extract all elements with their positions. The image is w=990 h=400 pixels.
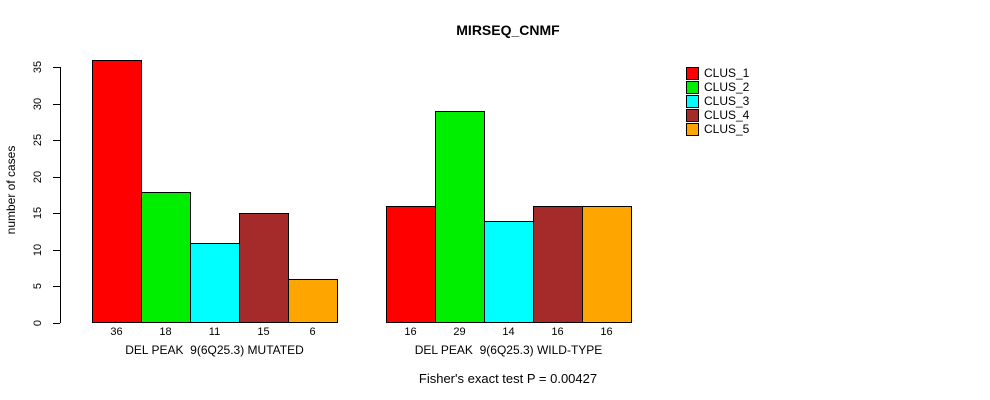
bar-value-label: 16 — [600, 326, 613, 338]
bar-clus_5-group2 — [582, 206, 632, 323]
bar-clus_4-group2 — [533, 206, 583, 323]
y-tick — [53, 176, 60, 178]
y-tick-label: 10 — [32, 243, 44, 257]
legend-item-clus_4: CLUS_4 — [686, 109, 749, 122]
bar-value-label: 16 — [404, 326, 417, 338]
y-tick-label: 0 — [32, 319, 44, 327]
stat-annotation: Fisher's exact test P = 0.00427 — [418, 371, 598, 386]
y-axis-label: number of cases — [4, 145, 18, 235]
y-tick — [53, 67, 60, 69]
y-tick — [53, 286, 60, 288]
y-tick-label: 30 — [32, 97, 44, 110]
group-label: DEL PEAK 9(6Q25.3) MUTATED — [125, 343, 304, 357]
bar-clus_3-group1 — [190, 242, 240, 323]
legend-swatch-icon — [686, 123, 699, 136]
y-tick — [53, 103, 60, 105]
legend-label: CLUS_4 — [704, 108, 750, 122]
legend-item-clus_3: CLUS_3 — [686, 95, 749, 108]
bar-clus_4-group1 — [239, 213, 289, 323]
legend-item-clus_1: CLUS_1 — [686, 67, 749, 80]
group-label: DEL PEAK 9(6Q25.3) WILD-TYPE — [414, 343, 603, 357]
bar-value-label: 14 — [502, 326, 515, 338]
y-tick-label: 25 — [32, 134, 44, 147]
legend-label: CLUS_5 — [704, 122, 750, 136]
y-axis-line — [60, 67, 61, 323]
legend-swatch-icon — [686, 81, 699, 94]
bar-clus_1-group2 — [386, 206, 436, 323]
bar-value-label: 36 — [110, 326, 123, 338]
legend-item-clus_5: CLUS_5 — [686, 123, 749, 136]
y-tick — [53, 323, 60, 324]
bar-value-label: 11 — [208, 326, 221, 338]
bar-value-label: 15 — [257, 326, 270, 338]
bar-value-label: 6 — [309, 326, 316, 338]
legend-label: CLUS_1 — [704, 66, 750, 80]
y-tick-label: 15 — [32, 207, 44, 220]
legend-swatch-icon — [686, 95, 699, 108]
bar-clus_2-group1 — [141, 191, 191, 323]
y-tick — [53, 213, 60, 215]
legend-swatch-icon — [686, 109, 699, 122]
bar-clus_1-group1 — [92, 60, 142, 323]
bar-clus_3-group2 — [484, 220, 534, 323]
bar-clus_2-group2 — [435, 111, 485, 323]
bar-value-label: 29 — [453, 326, 466, 338]
bar-value-label: 18 — [159, 326, 172, 338]
y-tick — [53, 249, 60, 251]
y-tick-label: 5 — [32, 283, 44, 290]
bar-clus_5-group1 — [288, 279, 338, 323]
legend-label: CLUS_2 — [704, 80, 750, 94]
y-tick — [53, 140, 60, 142]
chart-title: MIRSEQ_CNMF — [456, 22, 560, 38]
legend-swatch-icon — [686, 67, 699, 80]
legend-item-clus_2: CLUS_2 — [686, 81, 749, 94]
y-tick-label: 20 — [32, 170, 44, 183]
bar-value-label: 16 — [551, 326, 564, 338]
legend-label: CLUS_3 — [704, 94, 750, 108]
y-tick-label: 35 — [32, 61, 44, 74]
